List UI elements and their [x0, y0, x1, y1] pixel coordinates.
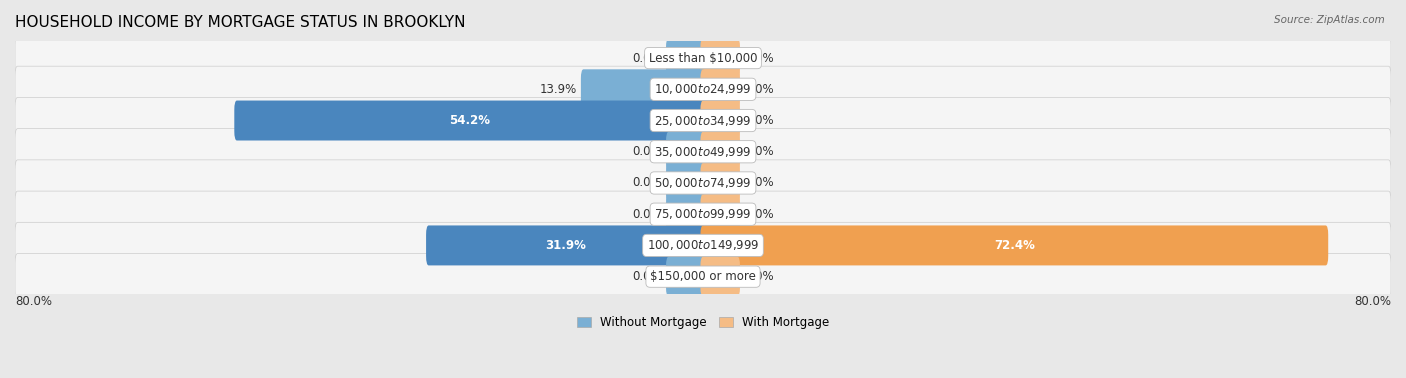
Text: 0.0%: 0.0% [744, 83, 773, 96]
FancyBboxPatch shape [15, 160, 1391, 206]
FancyBboxPatch shape [700, 194, 740, 234]
FancyBboxPatch shape [700, 69, 740, 109]
FancyBboxPatch shape [15, 98, 1391, 144]
Legend: Without Mortgage, With Mortgage: Without Mortgage, With Mortgage [572, 311, 834, 333]
FancyBboxPatch shape [700, 38, 740, 78]
FancyBboxPatch shape [426, 225, 706, 265]
FancyBboxPatch shape [15, 191, 1391, 237]
Text: $100,000 to $149,999: $100,000 to $149,999 [647, 239, 759, 253]
FancyBboxPatch shape [666, 38, 706, 78]
FancyBboxPatch shape [581, 69, 706, 109]
Text: Source: ZipAtlas.com: Source: ZipAtlas.com [1274, 15, 1385, 25]
FancyBboxPatch shape [666, 132, 706, 172]
Text: 31.9%: 31.9% [546, 239, 586, 252]
Text: $35,000 to $49,999: $35,000 to $49,999 [654, 145, 752, 159]
FancyBboxPatch shape [700, 257, 740, 297]
Text: 80.0%: 80.0% [1354, 295, 1391, 308]
FancyBboxPatch shape [666, 194, 706, 234]
Text: 13.9%: 13.9% [540, 83, 576, 96]
FancyBboxPatch shape [15, 66, 1391, 112]
FancyBboxPatch shape [15, 254, 1391, 300]
Text: 0.0%: 0.0% [744, 114, 773, 127]
FancyBboxPatch shape [700, 163, 740, 203]
Text: 0.0%: 0.0% [633, 145, 662, 158]
FancyBboxPatch shape [15, 129, 1391, 175]
Text: 0.0%: 0.0% [744, 270, 773, 283]
Text: 54.2%: 54.2% [450, 114, 491, 127]
Text: Less than $10,000: Less than $10,000 [648, 51, 758, 65]
FancyBboxPatch shape [700, 132, 740, 172]
FancyBboxPatch shape [700, 101, 740, 141]
Text: $75,000 to $99,999: $75,000 to $99,999 [654, 207, 752, 221]
Text: 0.0%: 0.0% [633, 51, 662, 65]
Text: $150,000 or more: $150,000 or more [650, 270, 756, 283]
Text: $25,000 to $34,999: $25,000 to $34,999 [654, 113, 752, 127]
Text: 0.0%: 0.0% [744, 208, 773, 221]
FancyBboxPatch shape [15, 35, 1391, 81]
FancyBboxPatch shape [15, 222, 1391, 268]
Text: $50,000 to $74,999: $50,000 to $74,999 [654, 176, 752, 190]
Text: $10,000 to $24,999: $10,000 to $24,999 [654, 82, 752, 96]
Text: HOUSEHOLD INCOME BY MORTGAGE STATUS IN BROOKLYN: HOUSEHOLD INCOME BY MORTGAGE STATUS IN B… [15, 15, 465, 30]
Text: 0.0%: 0.0% [633, 270, 662, 283]
FancyBboxPatch shape [666, 163, 706, 203]
FancyBboxPatch shape [235, 101, 706, 141]
Text: 0.0%: 0.0% [633, 208, 662, 221]
Text: 0.0%: 0.0% [744, 51, 773, 65]
Text: 80.0%: 80.0% [15, 295, 52, 308]
FancyBboxPatch shape [700, 225, 1329, 265]
Text: 72.4%: 72.4% [994, 239, 1035, 252]
Text: 0.0%: 0.0% [633, 177, 662, 189]
Text: 0.0%: 0.0% [744, 177, 773, 189]
Text: 0.0%: 0.0% [744, 145, 773, 158]
FancyBboxPatch shape [666, 257, 706, 297]
